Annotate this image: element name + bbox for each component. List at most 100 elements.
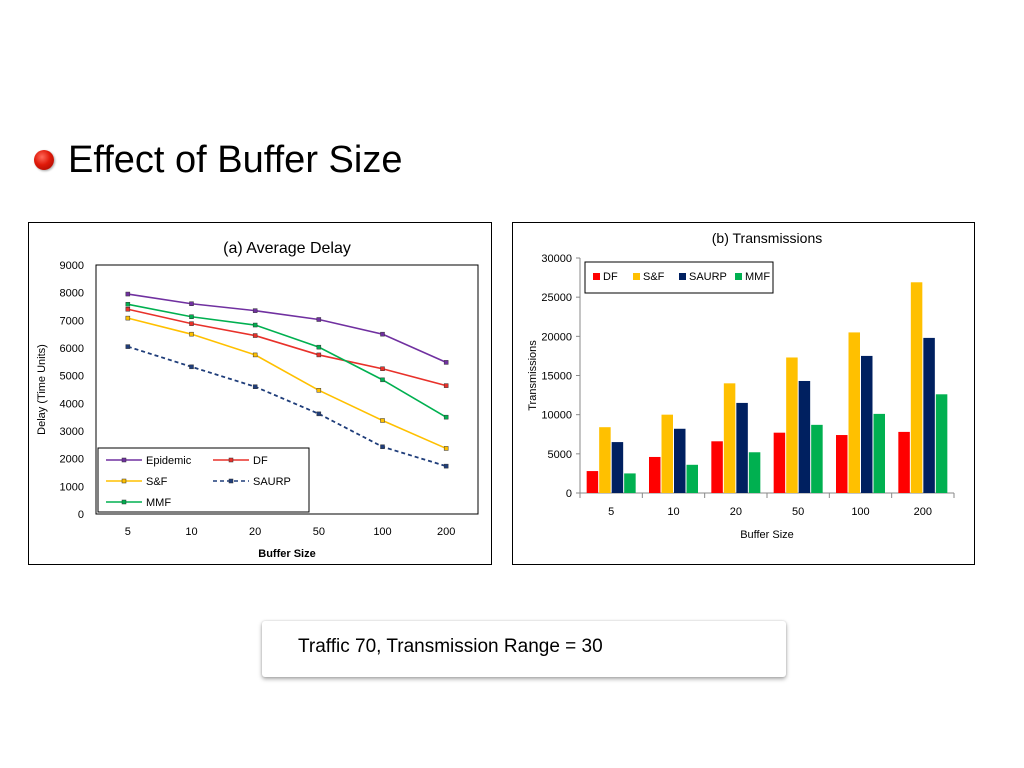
chart-b-bar-sf <box>848 332 860 493</box>
chart-a-series-line-sf <box>127 317 447 450</box>
chart-a-data-point <box>252 322 258 328</box>
chart-a-data-point <box>125 344 131 349</box>
chart-b-bar-df <box>898 431 910 493</box>
chart-b-legend-swatch <box>633 273 640 280</box>
chart-a-legend-label: S&F <box>146 476 168 488</box>
chart-b-bar-mmf <box>624 473 636 493</box>
chart-a-data-point <box>252 308 258 313</box>
chart-a-data-point <box>189 364 194 370</box>
chart-b-y-tick-label: 15000 <box>541 371 572 383</box>
chart-a-legend-label: MMF <box>146 497 171 509</box>
chart-b-bar-mmf <box>748 452 761 493</box>
chart-a-series-line-saurp <box>127 345 447 467</box>
chart-a-x-tick-label: 10 <box>185 526 197 538</box>
chart-a-data-point <box>443 383 449 388</box>
chart-b-bar-sf <box>599 427 611 493</box>
chart-b-legend-swatch <box>593 273 600 280</box>
chart-b-x-tick-label: 10 <box>667 506 679 518</box>
chart-b-legend-swatch <box>735 273 742 280</box>
chart-a-y-tick-label: 2000 <box>60 454 84 466</box>
chart-a-data-point <box>443 414 449 420</box>
chart-a-y-tick-label: 0 <box>78 509 84 521</box>
chart-b-bar-df <box>836 435 848 493</box>
transmissions-svg: (b) Transmissions 0 5000 10000 15000 20000 250… <box>527 230 955 541</box>
chart-a-x-tick-label: 50 <box>313 526 325 538</box>
bullet-icon <box>34 150 54 170</box>
chart-a-data-point <box>316 411 322 417</box>
chart-a-data-point <box>189 314 194 319</box>
chart-a-legend-label: SAURP <box>253 476 291 488</box>
chart-a-series-line-df <box>127 308 447 387</box>
chart-a-x-tick-label: 100 <box>373 526 391 538</box>
chart-average-delay: (a) Average Delay 0 1000 2000 3000 4000 5000 60… <box>28 222 492 565</box>
slide-title: Effect of Buffer Size <box>68 139 403 181</box>
chart-a-data-point <box>316 344 322 350</box>
chart-a-legend-marker <box>121 478 127 484</box>
chart-b-bar-sf <box>910 282 923 493</box>
chart-b-bar-mmf <box>935 394 948 493</box>
chart-a-y-tick-label: 6000 <box>60 343 84 355</box>
chart-a-data-point <box>125 307 131 312</box>
chart-b-x-axis-label: Buffer Size <box>740 529 794 541</box>
chart-b-bar-saurp <box>861 355 873 493</box>
chart-b-legend-swatch <box>679 273 686 280</box>
chart-a-y-tick-label: 7000 <box>60 315 84 327</box>
chart-a-data-point <box>125 302 131 307</box>
chart-a-data-point <box>443 446 449 451</box>
chart-b-y-tick-label: 10000 <box>541 410 572 422</box>
chart-b-x-tick-label: 50 <box>792 506 804 518</box>
chart-b-bar-sf <box>661 414 673 493</box>
chart-b-bar-df <box>586 471 599 493</box>
chart-a-data-point <box>380 366 385 371</box>
chart-a-data-point <box>380 377 385 383</box>
chart-a-data-point <box>380 444 385 450</box>
caption-text: Traffic 70, Transmission Range = 30 <box>298 636 603 657</box>
chart-a-data-point <box>380 418 385 423</box>
chart-b-x-tick-label: 5 <box>608 506 614 518</box>
chart-a-x-tick-label: 5 <box>125 526 131 538</box>
chart-a-legend-marker <box>228 457 234 463</box>
chart-a-x-tick-label: 20 <box>249 526 261 538</box>
chart-b-y-tick-label: 0 <box>566 488 572 500</box>
chart-a-data-point <box>189 301 194 306</box>
chart-b-bar-df <box>711 441 723 493</box>
chart-a-y-tick-label: 4000 <box>60 398 84 410</box>
chart-b-bar-sf <box>723 383 736 493</box>
chart-a-y-tick-label: 1000 <box>60 481 84 493</box>
chart-a-y-tick-label: 9000 <box>60 260 84 272</box>
chart-transmissions: (b) Transmissions 0 5000 10000 15000 20000 250… <box>512 222 975 565</box>
chart-b-bar-saurp <box>923 337 935 493</box>
chart-a-legend-label: Epidemic <box>146 455 192 467</box>
chart-a-data-point <box>443 360 449 365</box>
chart-a-y-tick-label: 5000 <box>60 371 84 383</box>
chart-b-y-tick-label: 25000 <box>541 292 572 304</box>
chart-a-data-point <box>316 317 322 322</box>
chart-a-data-point <box>125 315 131 321</box>
slide-header: Effect of Buffer Size <box>34 136 402 184</box>
chart-a-data-point <box>189 321 194 326</box>
chart-a-data-point <box>252 333 258 338</box>
chart-b-bar-saurp <box>611 442 624 493</box>
chart-a-data-point <box>252 352 258 358</box>
chart-a-data-point <box>443 463 449 469</box>
chart-a-title: (a) Average Delay <box>223 240 351 257</box>
chart-b-bar-df <box>773 432 786 493</box>
chart-a-data-point <box>125 291 131 297</box>
chart-b-legend-label: DF <box>603 271 618 283</box>
chart-b-bar-mmf <box>686 464 698 493</box>
caption-box: Traffic 70, Transmission Range = 30 <box>262 621 786 677</box>
chart-b-y-tick-label: 5000 <box>548 449 572 461</box>
chart-a-series-line-epidemic <box>127 293 447 364</box>
chart-b-bar-sf <box>786 357 798 493</box>
chart-b-bar-mmf <box>811 424 823 493</box>
chart-b-bar-mmf <box>873 413 885 493</box>
chart-a-series-line-mmf <box>127 303 447 418</box>
chart-a-x-axis-label: Buffer Size <box>258 548 315 560</box>
chart-b-y-tick-label: 20000 <box>541 331 572 343</box>
chart-b-y-tick-label: 30000 <box>541 253 572 265</box>
average-delay-svg: (a) Average Delay 0 1000 2000 3000 4000 5000 60… <box>36 240 479 560</box>
chart-b-x-tick-label: 100 <box>851 506 869 518</box>
chart-a-legend-marker <box>121 457 127 463</box>
chart-a-data-point <box>316 388 322 393</box>
chart-b-legend-label: SAURP <box>689 271 727 283</box>
